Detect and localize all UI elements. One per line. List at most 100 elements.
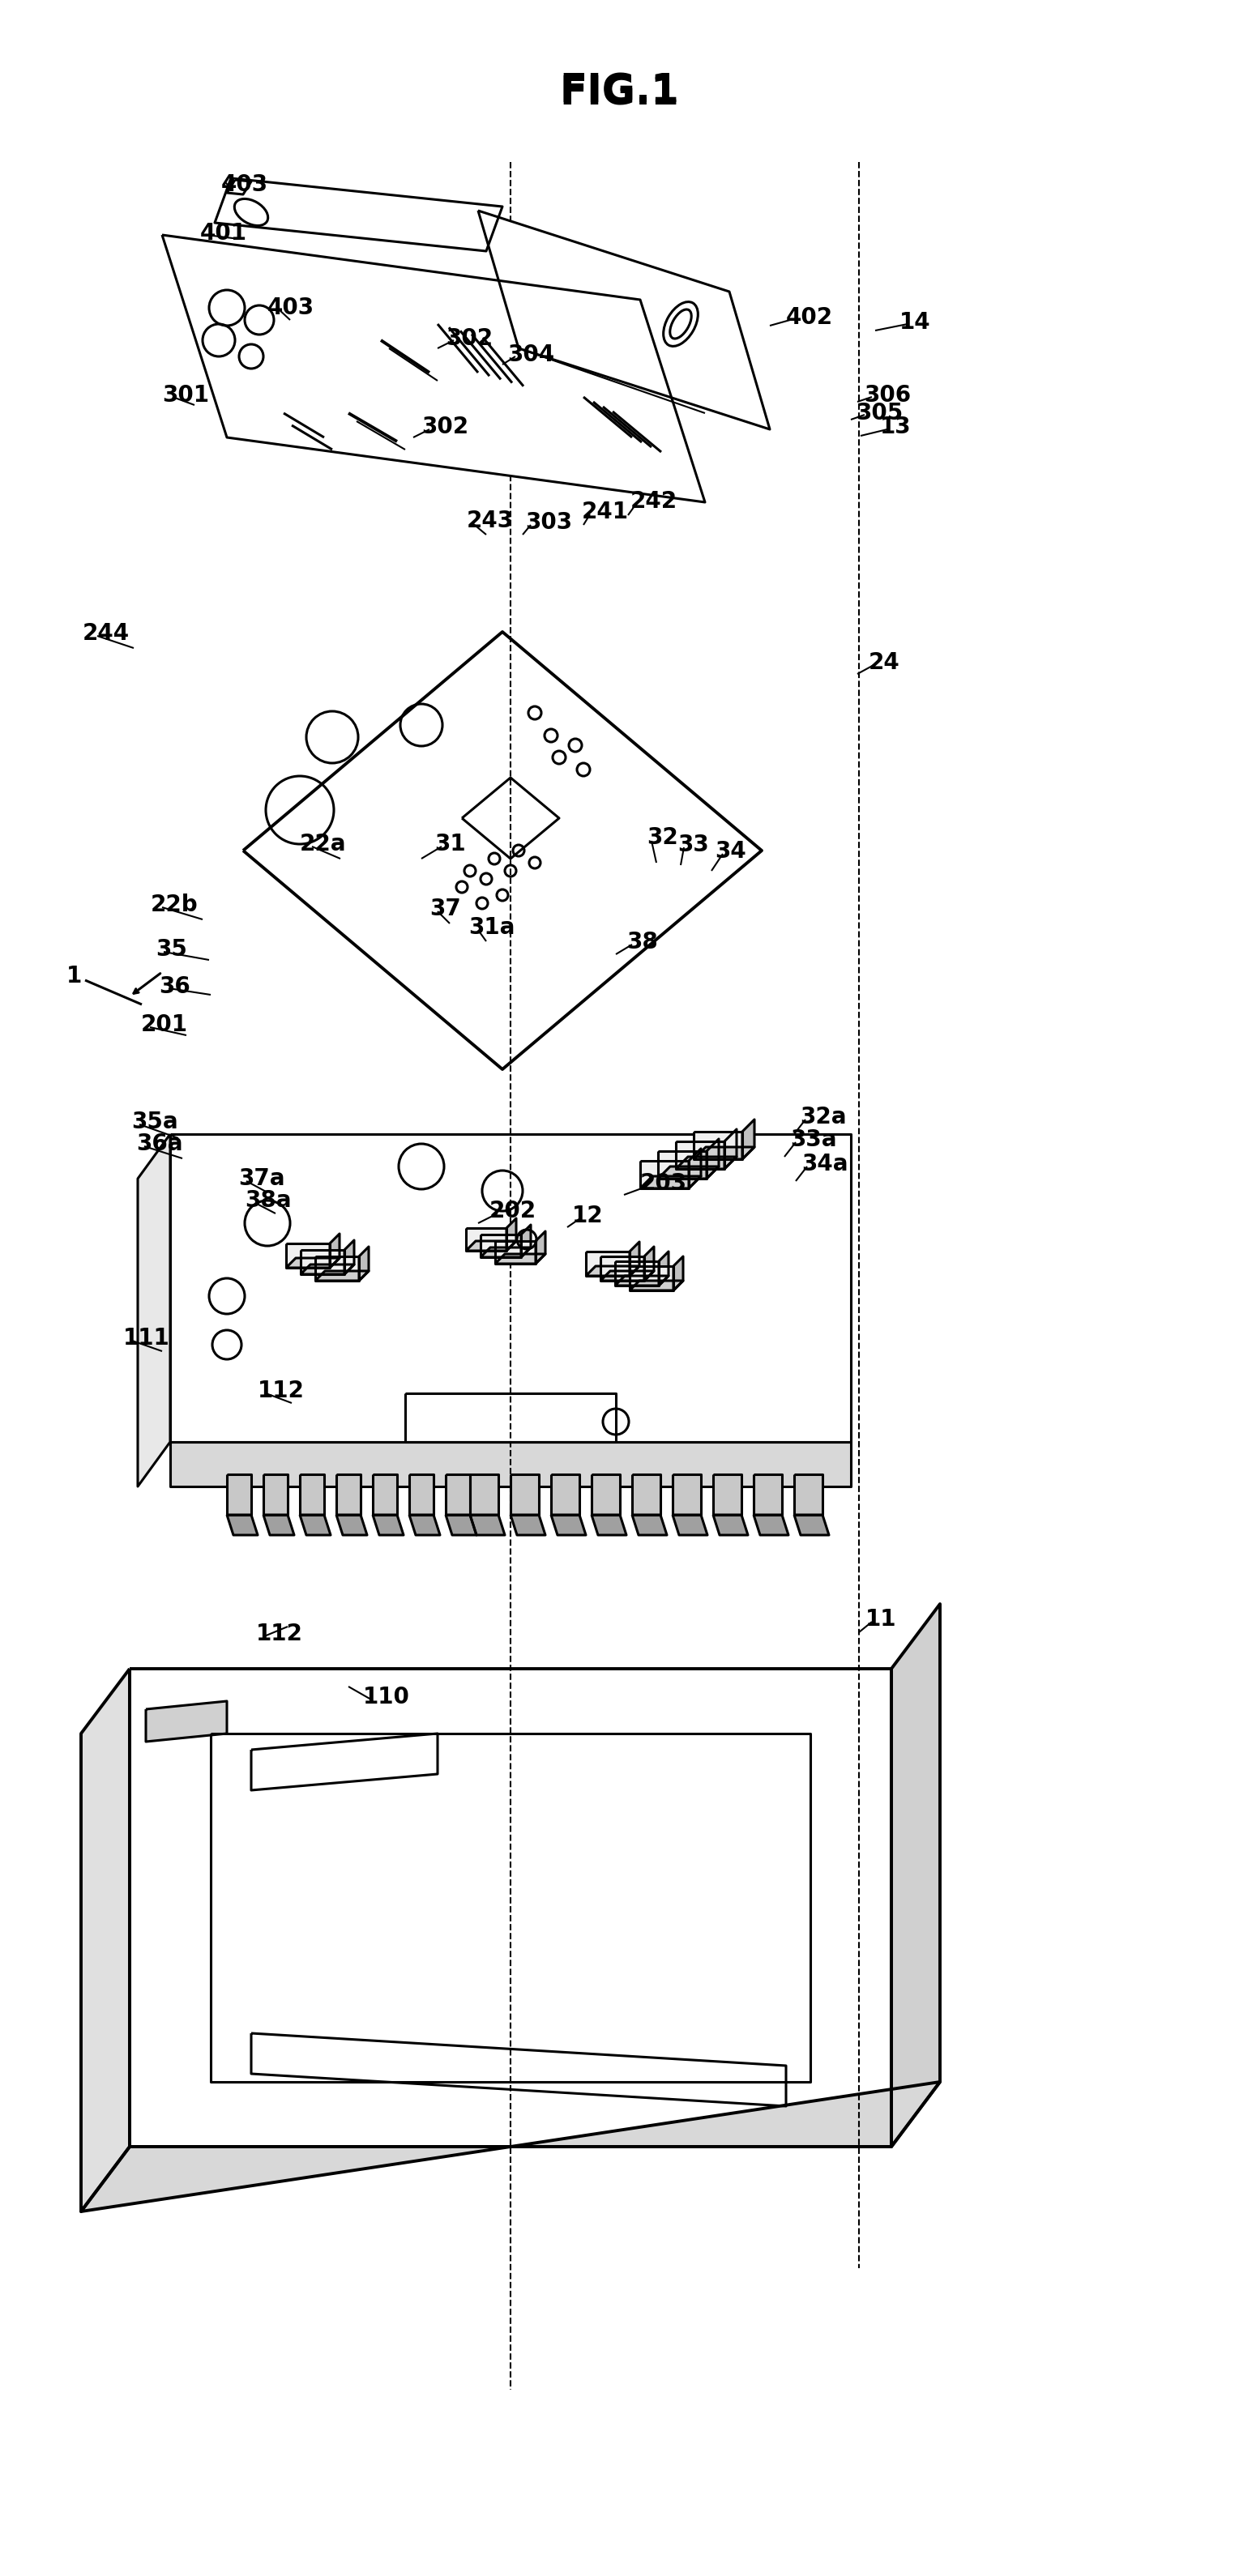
- Polygon shape: [470, 1473, 498, 1515]
- Text: 34a: 34a: [802, 1151, 847, 1175]
- Polygon shape: [286, 1257, 339, 1267]
- Text: 38a: 38a: [245, 1190, 291, 1211]
- Polygon shape: [478, 211, 769, 430]
- Polygon shape: [214, 178, 502, 250]
- Polygon shape: [753, 1473, 782, 1515]
- Text: 243: 243: [467, 510, 514, 533]
- Polygon shape: [301, 1265, 354, 1275]
- Text: 24: 24: [869, 652, 900, 675]
- Text: 302: 302: [421, 415, 468, 438]
- Polygon shape: [470, 1515, 504, 1535]
- Polygon shape: [632, 1515, 667, 1535]
- Polygon shape: [725, 1128, 737, 1170]
- Polygon shape: [591, 1473, 620, 1515]
- Text: 203: 203: [641, 1172, 688, 1195]
- Polygon shape: [170, 1133, 851, 1443]
- Polygon shape: [496, 1255, 545, 1265]
- Text: 13: 13: [880, 415, 912, 438]
- Polygon shape: [359, 1247, 369, 1280]
- Polygon shape: [658, 1167, 719, 1180]
- Polygon shape: [466, 1242, 517, 1252]
- Polygon shape: [675, 1141, 725, 1170]
- Polygon shape: [659, 1252, 669, 1285]
- Polygon shape: [243, 631, 762, 1069]
- Polygon shape: [162, 234, 705, 502]
- Text: FIG.1: FIG.1: [559, 75, 679, 113]
- Polygon shape: [373, 1473, 396, 1515]
- Polygon shape: [694, 1131, 742, 1159]
- Text: 12: 12: [572, 1206, 603, 1226]
- Text: 34: 34: [715, 840, 746, 863]
- Text: 112: 112: [256, 1623, 304, 1646]
- Polygon shape: [507, 1218, 517, 1252]
- Polygon shape: [615, 1275, 669, 1285]
- Text: 31a: 31a: [468, 917, 515, 938]
- Polygon shape: [673, 1515, 707, 1535]
- Polygon shape: [409, 1473, 434, 1515]
- Text: 32a: 32a: [800, 1105, 846, 1128]
- Polygon shape: [336, 1473, 361, 1515]
- Polygon shape: [264, 1473, 287, 1515]
- Polygon shape: [227, 180, 252, 193]
- Polygon shape: [300, 1473, 325, 1515]
- Polygon shape: [714, 1473, 741, 1515]
- Text: 35a: 35a: [131, 1110, 178, 1133]
- Polygon shape: [286, 1244, 330, 1267]
- Polygon shape: [446, 1473, 470, 1515]
- Text: 22b: 22b: [151, 894, 198, 917]
- Polygon shape: [673, 1257, 683, 1291]
- Polygon shape: [264, 1515, 294, 1535]
- Polygon shape: [794, 1473, 823, 1515]
- Polygon shape: [794, 1515, 829, 1535]
- Polygon shape: [644, 1247, 654, 1280]
- Text: 37a: 37a: [238, 1167, 285, 1190]
- Polygon shape: [673, 1473, 701, 1515]
- Polygon shape: [170, 1443, 851, 1486]
- Polygon shape: [330, 1234, 339, 1267]
- Text: 241: 241: [582, 500, 629, 523]
- Text: 201: 201: [141, 1012, 188, 1036]
- Polygon shape: [551, 1515, 586, 1535]
- Polygon shape: [629, 1267, 673, 1291]
- Text: 14: 14: [900, 312, 930, 335]
- Text: 401: 401: [201, 222, 247, 245]
- Polygon shape: [694, 1146, 755, 1159]
- Text: 112: 112: [258, 1381, 305, 1401]
- Polygon shape: [658, 1151, 706, 1180]
- Text: FIG.1: FIG.1: [559, 72, 679, 111]
- Polygon shape: [81, 1669, 130, 2210]
- Text: 31: 31: [435, 832, 466, 855]
- Text: 11: 11: [865, 1607, 897, 1631]
- Text: 33: 33: [678, 835, 709, 855]
- Polygon shape: [336, 1515, 367, 1535]
- Polygon shape: [632, 1473, 660, 1515]
- Polygon shape: [753, 1515, 788, 1535]
- Polygon shape: [586, 1267, 639, 1275]
- Polygon shape: [315, 1270, 369, 1280]
- Text: 111: 111: [123, 1327, 170, 1350]
- Text: 403: 403: [222, 173, 269, 196]
- Polygon shape: [227, 1473, 252, 1515]
- Text: 22a: 22a: [300, 832, 347, 855]
- Polygon shape: [522, 1224, 530, 1257]
- Text: 302: 302: [446, 327, 493, 350]
- Text: 301: 301: [162, 384, 209, 407]
- Text: 202: 202: [489, 1200, 536, 1224]
- Polygon shape: [586, 1252, 629, 1275]
- Polygon shape: [629, 1280, 683, 1291]
- Polygon shape: [344, 1239, 354, 1275]
- Polygon shape: [601, 1257, 644, 1280]
- Polygon shape: [300, 1515, 331, 1535]
- Text: 32: 32: [647, 827, 678, 850]
- Polygon shape: [466, 1229, 507, 1252]
- Polygon shape: [615, 1262, 659, 1285]
- Polygon shape: [510, 1515, 545, 1535]
- Polygon shape: [130, 1669, 891, 2146]
- Text: 1: 1: [67, 966, 82, 987]
- Polygon shape: [227, 1515, 258, 1535]
- Text: 36a: 36a: [136, 1133, 182, 1154]
- Polygon shape: [742, 1121, 755, 1159]
- Polygon shape: [81, 2081, 940, 2210]
- Text: 242: 242: [631, 489, 678, 513]
- Polygon shape: [146, 1700, 227, 1741]
